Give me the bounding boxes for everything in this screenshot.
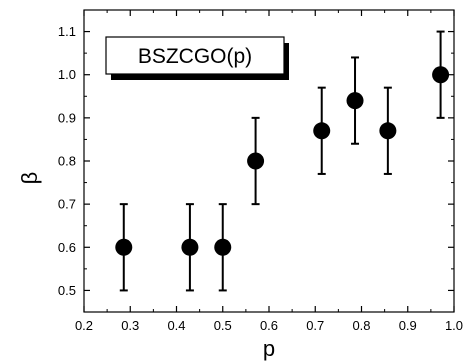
legend-box (105, 36, 285, 75)
y-tick-label: 0.5 (58, 283, 76, 298)
y-tick-label: 0.7 (58, 197, 76, 212)
y-axis-label: β (17, 172, 42, 185)
x-axis-ticks (83, 10, 455, 312)
x-axis-tick-labels: 0.2 0.3 0.4 0.5 0.6 0.7 0.8 0.9 1.0 (75, 318, 463, 333)
data-point (181, 238, 199, 256)
x-tick-label: 0.2 (75, 318, 93, 333)
x-tick-label: 0.6 (260, 318, 278, 333)
data-points (115, 66, 450, 256)
data-point (115, 238, 133, 256)
x-tick-label: 0.4 (167, 318, 185, 333)
x-tick-label: 0.3 (121, 318, 139, 333)
x-axis-label: p (263, 336, 275, 361)
y-axis-ticks (84, 30, 454, 292)
x-tick-label: 0.8 (352, 318, 370, 333)
x-tick-label: 1.0 (445, 318, 463, 333)
data-point (346, 92, 364, 110)
y-tick-label: 0.9 (58, 110, 76, 125)
y-tick-label: 0.6 (58, 240, 76, 255)
data-point (379, 122, 397, 140)
y-axis-tick-labels: 0.5 0.6 0.7 0.8 0.9 1.0 1.1 (58, 24, 76, 298)
y-tick-label: 1.0 (58, 67, 76, 82)
x-tick-label: 0.5 (214, 318, 232, 333)
data-point (214, 238, 232, 256)
plot-area: 0.2 0.3 0.4 0.5 0.6 0.7 0.8 0.9 1.0 0.5 0.6 0.7 0.8… (58, 9, 463, 333)
legend: BSZCGO(p) (105, 36, 289, 80)
y-tick-label: 1.1 (58, 24, 76, 39)
x-tick-label: 0.9 (399, 318, 417, 333)
data-point (247, 152, 265, 170)
data-point (432, 66, 450, 84)
y-tick-label: 0.8 (58, 154, 76, 169)
data-point (313, 122, 331, 140)
x-tick-label: 0.7 (306, 318, 324, 333)
legend-label: BSZCGO(p) (138, 45, 252, 68)
